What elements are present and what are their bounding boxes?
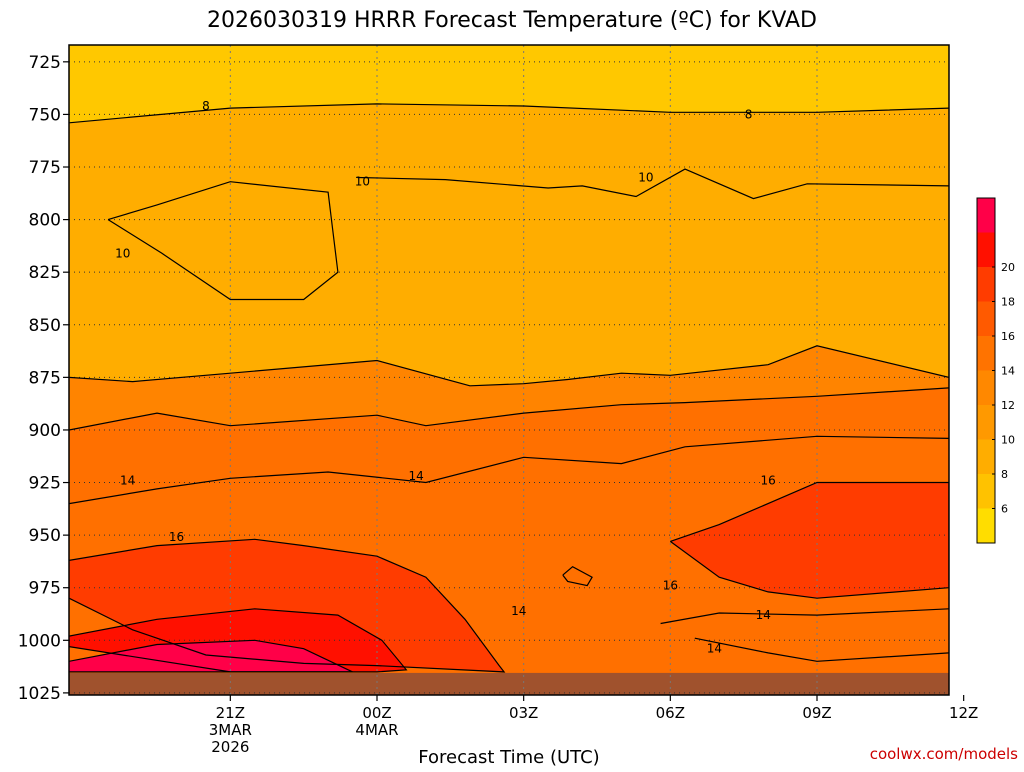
contour-label: 10 [638, 171, 653, 185]
colorbar-label: 20 [1001, 261, 1015, 274]
y-tick-label: 825 [29, 263, 61, 283]
colorbar-label: 8 [1001, 468, 1008, 481]
plot-frame [68, 44, 950, 696]
contour-label: 14 [408, 469, 423, 483]
isotherm-line-10 [357, 168, 949, 200]
x-tick-label: 03Z [509, 704, 538, 722]
isotherm-line-8 [69, 103, 949, 124]
isotherm-line-10 [69, 345, 949, 387]
credit-text[interactable]: coolwx.com/models [870, 745, 1018, 763]
contour-label: 14 [756, 608, 771, 622]
x-tick-label: 3MAR [209, 721, 252, 739]
colorbar-label: 18 [1001, 296, 1015, 309]
band-12-14 [69, 345, 949, 430]
x-axis-label: Forecast Time (UTC) [418, 747, 599, 768]
colorbar-label: 16 [1001, 330, 1015, 343]
chart-title: 2026030319 HRRR Forecast Temperature (ºC… [207, 8, 817, 33]
colorbar-swatch [977, 370, 995, 405]
contour-label: 14 [511, 604, 526, 618]
contour-label: 10 [355, 175, 370, 189]
colorbar-swatch [977, 336, 995, 371]
x-tick-label: 4MAR [355, 721, 398, 739]
isotherm-line-16 [669, 481, 949, 599]
contour-label: 16 [663, 579, 678, 593]
y-tick-label: 775 [29, 158, 61, 178]
isotherm-line-16 [69, 538, 506, 673]
colorbar-swatch [977, 198, 995, 233]
band-below-8 [69, 45, 949, 123]
x-tick-label: 12Z [949, 704, 978, 722]
y-tick-label: 925 [29, 474, 61, 494]
warm-region-10 [108, 181, 338, 300]
isotherm-line-10 [107, 181, 339, 301]
isotherm-line-20 [69, 639, 353, 673]
isotherm-line-14 [69, 435, 949, 505]
contour-label: 8 [745, 107, 753, 121]
y-tick-label: 850 [29, 316, 61, 336]
colorbar-swatch [977, 474, 995, 509]
colorbar-swatch [977, 508, 995, 543]
y-tick-label: 725 [29, 53, 61, 73]
x-tick-label: 09Z [802, 704, 831, 722]
colorbar-label: 12 [1001, 399, 1015, 412]
contour-label: 16 [760, 473, 775, 487]
colorbar-swatch [977, 405, 995, 440]
contour-label: 14 [707, 642, 722, 656]
x-tick-label: 21Z [216, 704, 245, 722]
y-tick-label: 1000 [18, 631, 61, 651]
colorbar-label: 6 [1001, 503, 1008, 516]
y-tick-label: 950 [29, 526, 61, 546]
contour-label: 8 [202, 99, 210, 113]
contour-label: 10 [115, 246, 130, 260]
isotherm-line-14 [69, 387, 949, 431]
colorbar-swatch [977, 232, 995, 267]
band-8-10 [69, 103, 949, 386]
contour-label: 14 [120, 473, 135, 487]
y-tick-label: 750 [29, 105, 61, 125]
colorbar: 6 8 10 12 14 16 18 20 [976, 197, 1015, 544]
y-tick-label: 875 [29, 368, 61, 388]
colorbar-swatch [977, 267, 995, 302]
y-tick-label: 900 [29, 421, 61, 441]
plot-area: 8 8 10 10 10 14 14 16 16 16 14 14 14 [69, 45, 949, 695]
isotherm-line-14 [562, 565, 593, 587]
colorbar-swatch [977, 301, 995, 336]
warm-region-16 [670, 482, 949, 599]
y-tick-label: 800 [29, 211, 61, 231]
colorbar-label: 10 [1001, 434, 1015, 447]
colorbar-label: 14 [1001, 365, 1015, 378]
y-tick-label: 1025 [18, 684, 61, 704]
isotherm-line-14 [660, 608, 949, 625]
y-axis: 725 750 775 800 825 850 875 900 925 950 975 1000 102… [18, 53, 69, 704]
x-tick-label: 00Z [362, 704, 391, 722]
terrain-strip [69, 672, 949, 695]
isotherm-line-14 [694, 637, 949, 662]
contour-label: 16 [169, 530, 184, 544]
x-tick-label: 2026 [211, 738, 249, 756]
x-tick-label: 06Z [656, 704, 685, 722]
colorbar-swatch [977, 439, 995, 474]
y-tick-label: 975 [29, 579, 61, 599]
